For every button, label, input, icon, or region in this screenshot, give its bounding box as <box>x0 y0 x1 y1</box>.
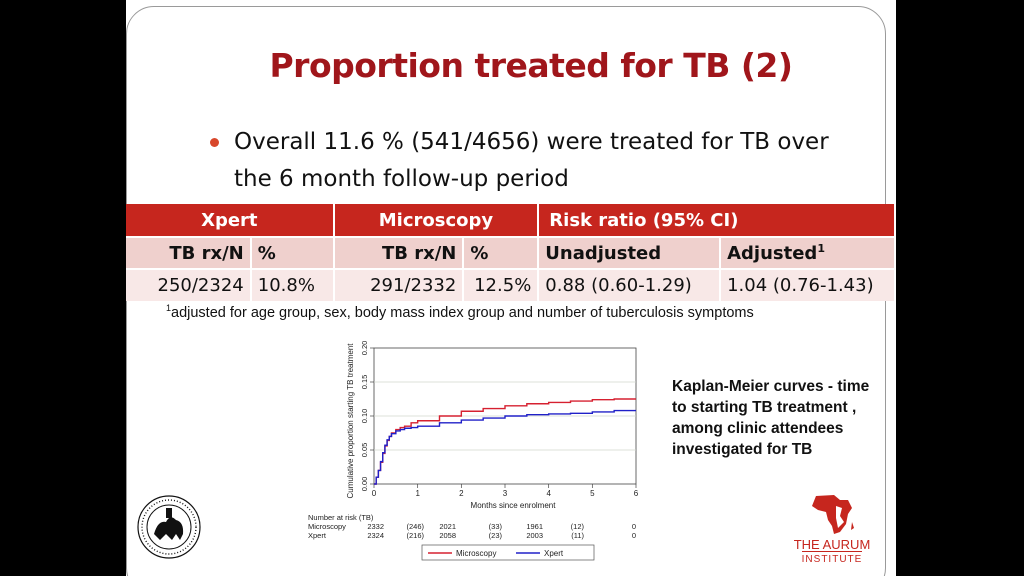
x-tick-label: 5 <box>590 489 595 498</box>
results-table: Xpert Microscopy Risk ratio (95% CI) TB … <box>126 204 896 301</box>
cell-unadjusted: 0.88 (0.60-1.29) <box>538 268 722 301</box>
legend-label: Xpert <box>544 549 564 558</box>
group-header-xpert: Xpert <box>126 204 335 237</box>
legend-box <box>421 544 595 561</box>
subheader-adjusted-label: Adjusted <box>727 243 818 264</box>
risk-table-cell: (23) <box>489 531 503 540</box>
risk-table-cell: 2021 <box>439 522 456 531</box>
y-axis-label: Cumulative proportion starting TB treatm… <box>346 343 355 499</box>
x-tick-label: 2 <box>459 489 464 498</box>
risk-table-label: Xpert <box>308 531 327 540</box>
bullet-text: Overall 11.6 % (541/4656) were treated f… <box>234 129 829 192</box>
risk-table-cell: 2058 <box>439 531 456 540</box>
table-row: 250/2324 10.8% 291/2332 12.5% 0.88 (0.60… <box>126 268 896 301</box>
risk-table-cell: 0 <box>632 522 636 531</box>
cell-adjusted: 1.04 (0.76-1.43) <box>720 268 896 301</box>
subheader-xpert-tbrx: TB rx/N <box>126 236 252 269</box>
aurum-institute-text: THE AURUM INSTITUTE <box>790 538 874 566</box>
aurum-line-1: THE AURUM <box>793 537 871 552</box>
risk-table-cell: (33) <box>489 522 503 531</box>
km-chart-svg: 0.00 0.05 0.10 0.15 0.20 0 1 2 3 4 5 6 Cumulative … <box>308 341 639 561</box>
x-tick-label: 6 <box>634 489 639 498</box>
lshtm-logo-icon <box>137 495 201 559</box>
x-tick-label: 1 <box>415 489 420 498</box>
group-header-risk-ratio: Risk ratio (95% CI) <box>538 204 896 237</box>
aurum-line-2: INSTITUTE <box>801 551 863 566</box>
footnote-marker: 1 <box>166 303 172 313</box>
slide: Proportion treated for TB (2) Overall 11… <box>126 0 896 576</box>
risk-table-cell: 0 <box>632 531 636 540</box>
table-group-header-row: Xpert Microscopy Risk ratio (95% CI) <box>126 204 896 237</box>
risk-table-cell: (216) <box>406 531 424 540</box>
x-tick-label: 0 <box>372 489 377 498</box>
risk-table-cell: (11) <box>571 531 584 540</box>
cell-xpert-pct: 10.8% <box>250 268 335 301</box>
y-tick-label: 0.10 <box>360 409 369 424</box>
y-tick-label: 0.20 <box>360 341 369 356</box>
bullet-point: Overall 11.6 % (541/4656) were treated f… <box>210 124 850 198</box>
x-tick-label: 4 <box>546 489 551 498</box>
risk-table-cell: (12) <box>571 522 585 531</box>
subheader-xpert-pct: % <box>250 236 335 269</box>
x-axis-label: Months since enrolment <box>471 501 557 510</box>
risk-table-cell: 2332 <box>367 522 384 531</box>
subheader-unadjusted: Unadjusted <box>538 236 722 269</box>
risk-table-cell: 2003 <box>526 531 543 540</box>
subheader-adjusted-sup: 1 <box>817 242 825 255</box>
subheader-micro-tbrx: TB rx/N <box>333 236 465 269</box>
y-tick-label: 0.05 <box>360 443 369 458</box>
bullet-icon <box>210 138 219 147</box>
table-subheader-row: TB rx/N % TB rx/N % Unadjusted Adjusted1 <box>126 236 896 269</box>
slide-title: Proportion treated for TB (2) <box>269 46 793 85</box>
subheader-adjusted: Adjusted1 <box>720 236 896 269</box>
legend-label: Microscopy <box>456 549 496 558</box>
footnote-text: adjusted for age group, sex, body mass i… <box>171 305 754 321</box>
risk-table-title: Number at risk (TB) <box>308 513 374 522</box>
km-chart: 0.00 0.05 0.10 0.15 0.20 0 1 2 3 4 5 6 Cumulative … <box>306 334 646 564</box>
group-header-microscopy: Microscopy <box>333 204 540 237</box>
series-line-xpert <box>374 409 636 485</box>
table-footnote: 1adjusted for age group, sex, body mass … <box>166 303 754 321</box>
risk-table-cell: 2324 <box>367 531 384 540</box>
x-tick-label: 3 <box>503 489 508 498</box>
cell-micro-pct: 12.5% <box>463 268 540 301</box>
risk-table-cell: 1961 <box>526 522 543 531</box>
y-tick-label: 0.00 <box>360 477 369 492</box>
risk-table-label: Microscopy <box>308 522 346 531</box>
chart-caption: Kaplan-Meier curves - time to starting T… <box>672 378 870 458</box>
cell-xpert-tbrx: 250/2324 <box>126 268 252 301</box>
risk-table-cell: (246) <box>406 522 424 531</box>
aurum-institute-logo: THE AURUM INSTITUTE <box>790 492 874 566</box>
cell-micro-tbrx: 291/2332 <box>333 268 465 301</box>
africa-map-icon <box>812 495 854 534</box>
subheader-micro-pct: % <box>463 236 540 269</box>
y-tick-label: 0.15 <box>360 375 369 390</box>
